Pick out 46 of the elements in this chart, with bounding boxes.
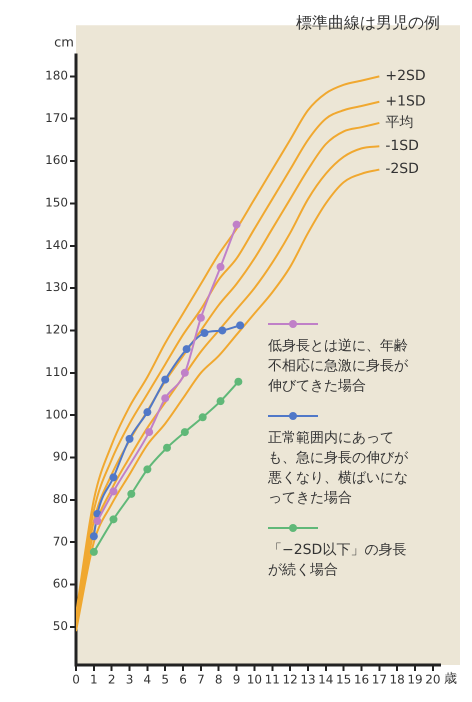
series-label: -1SD <box>385 138 419 154</box>
x-tick-label: 17 <box>372 672 387 686</box>
y-tick-label: 110 <box>45 364 68 379</box>
y-tick-label: 50 <box>52 619 68 634</box>
x-tick-label: 18 <box>390 672 405 686</box>
x-tick-label: 1 <box>90 672 98 686</box>
chart-title: 標準曲線は男児の例 <box>296 12 440 32</box>
y-tick-label: 120 <box>45 322 68 337</box>
y-tick-label: 90 <box>52 450 68 464</box>
series-label: 平均 <box>385 114 414 131</box>
x-tick-label: 4 <box>144 672 152 686</box>
y-axis-title: cm <box>54 36 74 51</box>
y-tick-label: 150 <box>45 196 68 210</box>
y-tick-label: 130 <box>45 280 68 294</box>
x-axis-title: 歳 <box>444 671 457 686</box>
y-tick-label: 140 <box>45 238 68 252</box>
x-tick-label: 19 <box>407 672 423 686</box>
y-tick-label: 160 <box>45 153 68 168</box>
y-tick-label: 60 <box>52 576 68 591</box>
x-tick-label: 16 <box>354 672 370 686</box>
x-tick-label: 2 <box>108 672 116 686</box>
series-label: +1SD <box>385 93 426 110</box>
x-tick-label: 13 <box>300 672 316 686</box>
x-tick-label: 7 <box>197 672 205 686</box>
y-tick-label: 170 <box>45 110 68 125</box>
x-tick-label: 11 <box>264 672 280 686</box>
y-tick-label: 180 <box>45 68 68 82</box>
x-tick-label: 12 <box>282 672 298 686</box>
legend-label: 「−2SD以下」の身長が続く場合 <box>268 541 408 580</box>
y-tick-label: 70 <box>52 534 68 548</box>
x-tick-label: 14 <box>318 672 334 686</box>
legend-label: 低身長とは逆に、年齢不相応に急激に身長が伸びてきた場合 <box>268 337 409 396</box>
series-label: -2SD <box>385 161 419 178</box>
y-tick-label: 80 <box>52 492 68 506</box>
x-tick-label: 10 <box>246 672 262 686</box>
x-tick-label: 6 <box>179 672 187 686</box>
x-tick-label: 20 <box>425 672 441 686</box>
y-tick-label: 100 <box>45 407 68 422</box>
series-label: +2SD <box>385 68 426 84</box>
x-tick-label: 3 <box>126 672 134 686</box>
x-tick-label: 5 <box>161 672 170 686</box>
legend-label: 正常範囲内にあっても、急に身長の伸びが悪くなり、横ばいになってきた場合 <box>268 429 409 508</box>
x-tick-label: 0 <box>72 672 80 686</box>
x-tick-label: 8 <box>214 672 223 686</box>
x-tick-label: 15 <box>336 672 352 686</box>
x-tick-label: 9 <box>232 672 240 686</box>
